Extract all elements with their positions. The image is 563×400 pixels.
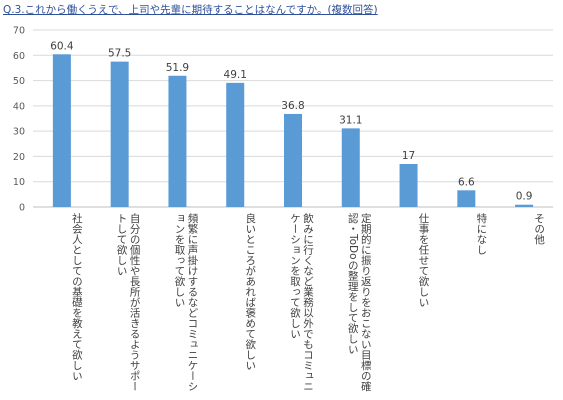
x-tick-label: 定期的に振り返りをおこない目標の確認・ToDoの整理をして欲しい	[346, 213, 372, 392]
bar	[399, 164, 418, 207]
y-tick-label: 60	[13, 51, 25, 62]
x-tick-label: 特になし	[475, 213, 488, 255]
y-tick-label: 10	[13, 177, 25, 188]
bar	[226, 82, 245, 207]
bar	[284, 113, 302, 207]
data-label: 6.6	[458, 176, 475, 188]
y-tick-label: 40	[13, 101, 25, 112]
data-label: 36.8	[281, 100, 304, 112]
bar	[52, 54, 71, 207]
x-tick-label: 仕事を任せて欲しい	[417, 213, 430, 308]
data-label: 51.9	[166, 62, 189, 74]
y-tick-label: 20	[13, 152, 25, 163]
data-label: 60.4	[50, 40, 74, 52]
data-label: 57.5	[108, 48, 131, 60]
bar	[168, 75, 187, 207]
data-label: 17	[402, 150, 415, 162]
bar	[457, 190, 476, 207]
data-label: 49.1	[224, 69, 247, 81]
bar	[110, 61, 129, 207]
x-tick-label: 飲みに行くなど業務以外でもコミュニケーションを取って欲しい	[289, 213, 314, 392]
chart-title: Q.3.これから働くうえで、上司や先輩に期待することはなんですか。(複数回答)	[3, 4, 378, 16]
data-label: 0.9	[516, 191, 533, 203]
data-label: 31.1	[339, 114, 362, 126]
y-tick-label: 70	[13, 26, 25, 37]
x-tick-label: 社会人としての基礎を教えて欲しい	[70, 213, 83, 381]
x-tick-label: 自分の個性や長所が活きるようサポートして欲しい	[115, 213, 141, 392]
y-tick-label: 50	[13, 76, 25, 87]
y-tick-label: 0	[19, 203, 25, 214]
y-tick-label: 30	[13, 127, 25, 138]
bar	[515, 204, 534, 207]
x-tick-label: 良いところがあれば褒めて欲しい	[244, 213, 257, 371]
x-tick-label: 頻繁に声掛けするなどコミュニケーションを取って欲しい	[173, 213, 199, 392]
x-tick-label: その他	[533, 213, 546, 245]
bar	[341, 128, 360, 207]
